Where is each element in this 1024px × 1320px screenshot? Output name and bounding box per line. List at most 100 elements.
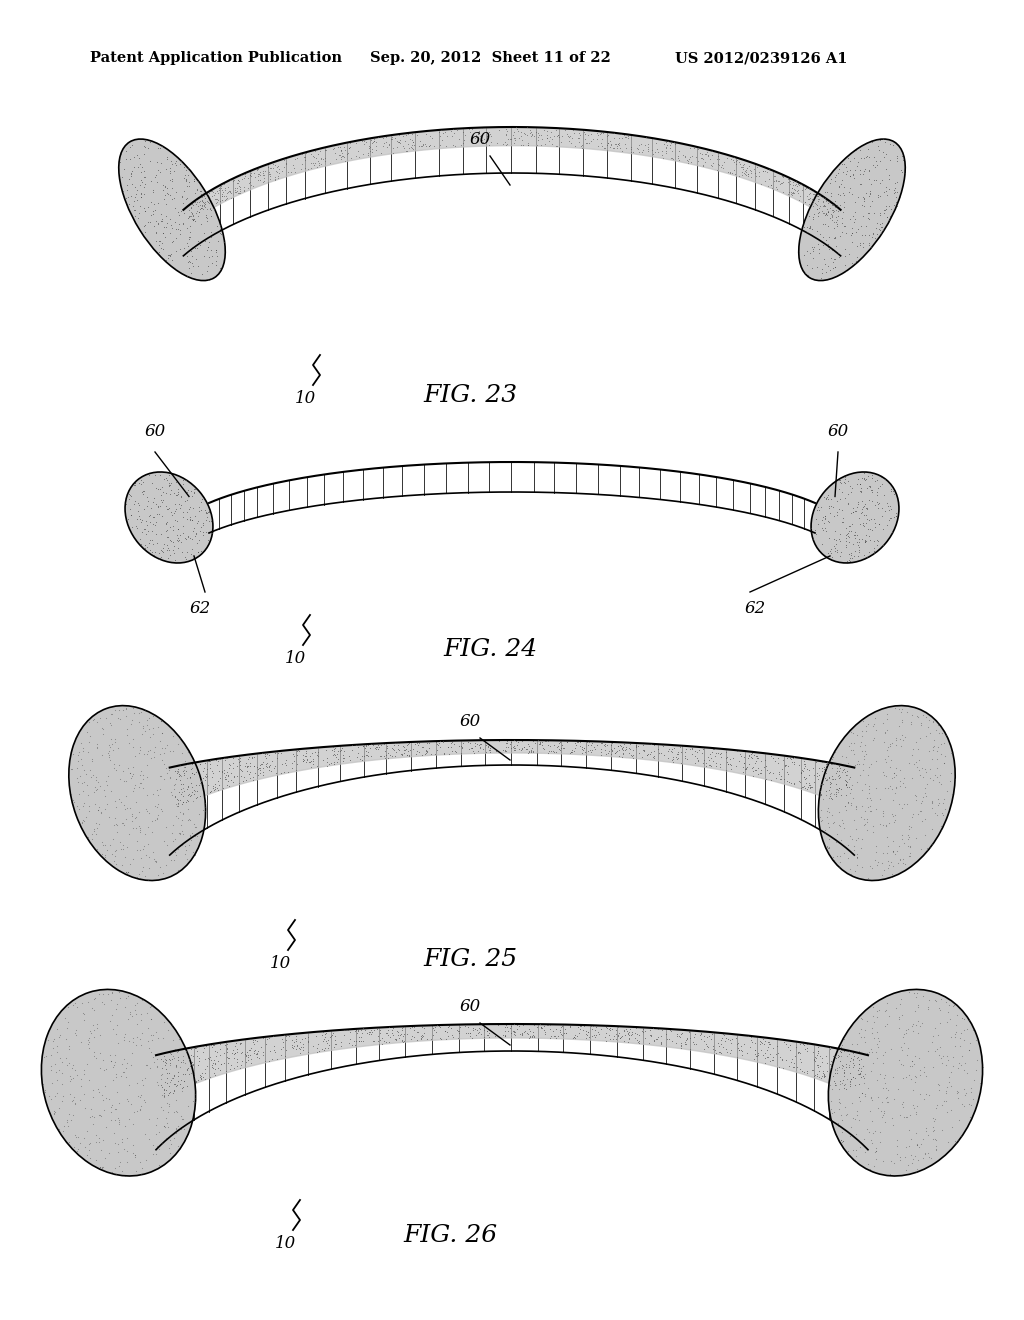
Point [84, 1105, 100, 1126]
Point [700, 755, 717, 776]
Point [175, 516, 191, 537]
Point [865, 543, 882, 564]
Point [830, 766, 847, 787]
Point [524, 1024, 541, 1045]
Point [846, 545, 862, 566]
Point [849, 1101, 865, 1122]
Point [889, 841, 905, 862]
Point [756, 756, 772, 777]
Point [846, 1055, 862, 1076]
Point [120, 1090, 136, 1111]
Point [367, 1019, 383, 1040]
Point [76, 810, 92, 832]
Point [824, 1078, 841, 1100]
Point [861, 209, 878, 230]
Point [644, 140, 660, 161]
Point [881, 169, 897, 190]
Point [168, 770, 184, 791]
Point [145, 1045, 162, 1067]
Point [126, 147, 142, 168]
Point [108, 1098, 124, 1119]
Point [90, 1131, 106, 1152]
Point [883, 851, 899, 873]
Text: FIG. 25: FIG. 25 [423, 949, 517, 972]
Point [753, 751, 769, 772]
Point [892, 186, 908, 207]
Point [659, 747, 676, 768]
Point [81, 1134, 97, 1155]
Point [303, 751, 319, 772]
Point [839, 772, 855, 793]
Point [327, 744, 343, 766]
Point [812, 784, 828, 805]
Point [859, 546, 876, 568]
Point [74, 748, 90, 770]
Point [907, 1123, 924, 1144]
Point [613, 1027, 630, 1048]
Point [857, 1031, 873, 1052]
Point [156, 541, 172, 562]
Point [827, 1039, 844, 1060]
Point [189, 170, 206, 191]
Point [170, 517, 186, 539]
Point [630, 1031, 646, 1052]
Point [155, 1063, 171, 1084]
Point [102, 1102, 119, 1123]
Point [606, 137, 623, 158]
Point [912, 727, 929, 748]
Point [181, 499, 198, 520]
Point [857, 801, 873, 822]
Point [173, 150, 189, 172]
Point [315, 1030, 332, 1051]
Point [387, 733, 403, 754]
Point [191, 190, 208, 211]
Point [207, 189, 223, 210]
Point [840, 792, 856, 813]
Point [842, 1072, 858, 1093]
Point [801, 206, 817, 227]
Point [439, 125, 456, 147]
Point [810, 1055, 826, 1076]
Point [713, 743, 729, 764]
Point [852, 235, 868, 256]
Point [722, 161, 738, 182]
Point [815, 214, 831, 235]
Point [236, 168, 252, 189]
Point [855, 1055, 871, 1076]
Point [888, 506, 904, 527]
Point [908, 1162, 925, 1183]
Point [920, 840, 936, 861]
Point [264, 157, 281, 178]
Point [597, 137, 613, 158]
Point [113, 791, 129, 812]
Point [194, 1068, 210, 1089]
Point [906, 1045, 923, 1067]
Point [58, 1111, 75, 1133]
Point [609, 1016, 626, 1038]
Point [257, 743, 273, 764]
Point [625, 739, 641, 760]
Point [833, 1130, 849, 1151]
Point [915, 1061, 932, 1082]
Point [831, 488, 848, 510]
Point [186, 182, 203, 203]
Point [102, 990, 119, 1011]
Point [174, 1081, 190, 1102]
Point [842, 859, 858, 880]
Point [88, 766, 104, 787]
Point [67, 1093, 83, 1114]
Point [942, 1027, 958, 1048]
Point [865, 816, 882, 837]
Point [188, 524, 205, 545]
Point [132, 174, 148, 195]
Point [162, 1049, 178, 1071]
Point [755, 1034, 771, 1055]
Point [402, 1028, 419, 1049]
Point [702, 743, 719, 764]
Point [175, 764, 191, 785]
Point [881, 195, 897, 216]
Point [170, 758, 186, 779]
Point [864, 715, 881, 737]
Point [200, 255, 216, 276]
Point [804, 257, 820, 279]
